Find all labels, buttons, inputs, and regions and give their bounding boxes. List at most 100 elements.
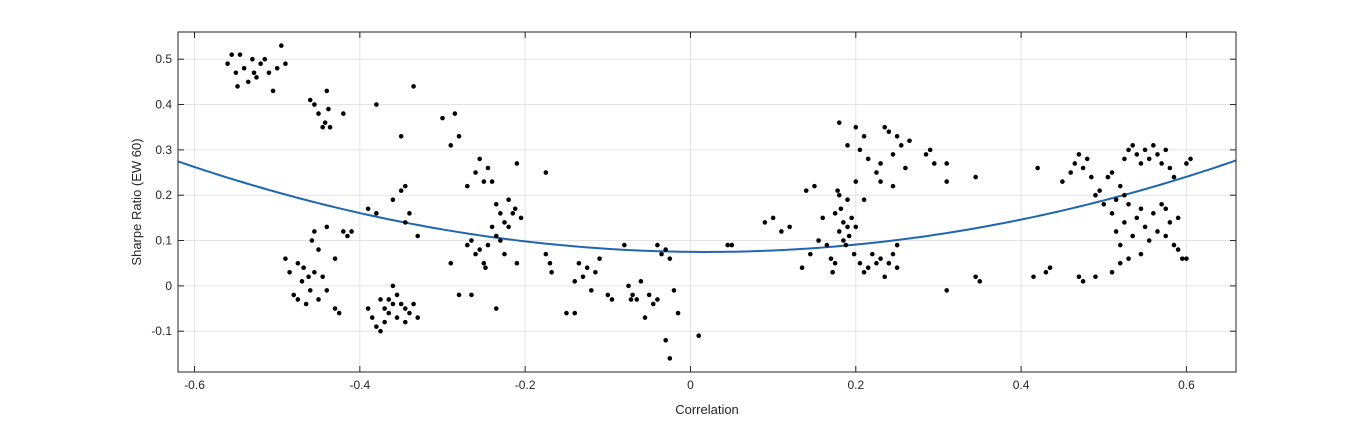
- scatter-point: [1109, 211, 1115, 216]
- scatter-point: [327, 124, 333, 130]
- scatter-point: [1068, 170, 1073, 175]
- scatter-point: [386, 297, 392, 302]
- scatter-point: [549, 269, 554, 275]
- scatter-point: [824, 242, 830, 248]
- x-tick-label: -0.2: [515, 378, 536, 392]
- scatter-point: [1167, 220, 1173, 225]
- scatter-point: [894, 133, 900, 139]
- scatter-point: [250, 56, 255, 62]
- scatter-point: [890, 251, 896, 257]
- scatter-point: [411, 84, 416, 89]
- scatter-point: [341, 111, 346, 116]
- scatter-point: [309, 238, 315, 243]
- scatter-point: [258, 61, 263, 67]
- scatter-point: [465, 242, 470, 248]
- scatter-point: [832, 211, 838, 216]
- scatter-point: [485, 165, 491, 171]
- scatter-point: [1142, 147, 1148, 153]
- x-tick-label: -0.4: [350, 378, 371, 392]
- scatter-point: [927, 147, 933, 153]
- scatter-point: [295, 297, 301, 302]
- scatter-point: [836, 192, 842, 198]
- scatter-point: [1146, 238, 1152, 243]
- scatter-point: [403, 319, 408, 325]
- scatter-point: [407, 211, 412, 216]
- scatter-point: [898, 143, 904, 148]
- scatter-point: [861, 133, 867, 139]
- scatter-point: [932, 161, 937, 166]
- scatter-point: [584, 265, 590, 271]
- scatter-point: [386, 310, 392, 316]
- scatter-point: [828, 256, 834, 261]
- scatter-point: [626, 283, 631, 289]
- scatter-point: [316, 297, 321, 302]
- scatter-point: [1117, 242, 1123, 248]
- scatter-point: [291, 292, 297, 298]
- scatter-point: [779, 229, 784, 234]
- scatter-point: [1138, 206, 1144, 212]
- scatter-point: [853, 224, 859, 230]
- scatter-point: [803, 188, 809, 193]
- scatter-point: [1126, 147, 1131, 153]
- scatter-point: [609, 297, 615, 302]
- scatter-point: [849, 215, 854, 221]
- scatter-point: [345, 233, 350, 239]
- scatter-point: [502, 220, 507, 225]
- scatter-point: [403, 183, 408, 189]
- scatter-point: [886, 260, 892, 266]
- scatter-point: [489, 179, 495, 184]
- scatter-point: [1130, 233, 1135, 239]
- scatter-point: [671, 288, 677, 293]
- scatter-point: [1060, 179, 1065, 184]
- scatter-point: [973, 174, 978, 180]
- scatter-point: [324, 224, 330, 230]
- scatter-point: [659, 251, 664, 257]
- fit-curve-group: [177, 159, 1237, 253]
- scatter-point: [861, 197, 867, 203]
- scatter-point: [320, 274, 325, 280]
- scatter-point: [1171, 174, 1177, 180]
- scatter-point: [835, 188, 840, 193]
- scatter-point: [456, 292, 462, 298]
- scatter-point: [770, 215, 776, 221]
- scatter-point: [229, 52, 235, 57]
- scatter-point: [1138, 251, 1144, 257]
- scatter-point: [324, 288, 330, 293]
- scatter-point: [973, 274, 978, 280]
- scatter-point: [1142, 224, 1148, 230]
- scatter-point: [498, 211, 503, 216]
- scatter-point: [1155, 152, 1160, 157]
- scatter-point: [1138, 161, 1144, 166]
- scatter-point: [1163, 147, 1169, 153]
- scatter-point: [1122, 192, 1127, 198]
- scatter-point: [398, 133, 404, 139]
- y-tick-label: 0.3: [155, 143, 172, 157]
- scatter-point: [882, 274, 888, 280]
- scatter-point: [225, 61, 230, 67]
- scatter-point: [890, 152, 896, 157]
- scatter-point: [1080, 165, 1086, 171]
- scatter-point: [448, 143, 454, 148]
- scatter-point: [650, 301, 656, 307]
- scatter-point: [564, 310, 569, 316]
- scatter-point: [469, 238, 474, 243]
- scatter-point: [1163, 233, 1169, 239]
- scatter-point: [514, 161, 520, 166]
- scatter-point: [510, 211, 516, 216]
- scatter-point: [394, 292, 400, 298]
- scatter-point: [303, 301, 309, 307]
- scatter-point: [403, 306, 408, 311]
- scatter-point: [944, 161, 949, 166]
- scatter-point: [675, 310, 681, 316]
- scatter-point: [349, 229, 354, 234]
- scatter-point: [1134, 215, 1140, 221]
- scatter-point: [390, 283, 396, 289]
- scatter-point: [382, 319, 387, 325]
- scatter-point: [518, 215, 524, 221]
- scatter-point: [832, 260, 838, 266]
- scatter-point: [465, 183, 470, 189]
- scatter-point: [1130, 143, 1135, 148]
- scatter-point: [440, 115, 445, 121]
- scatter-point: [1047, 265, 1053, 271]
- scatter-point: [622, 242, 627, 248]
